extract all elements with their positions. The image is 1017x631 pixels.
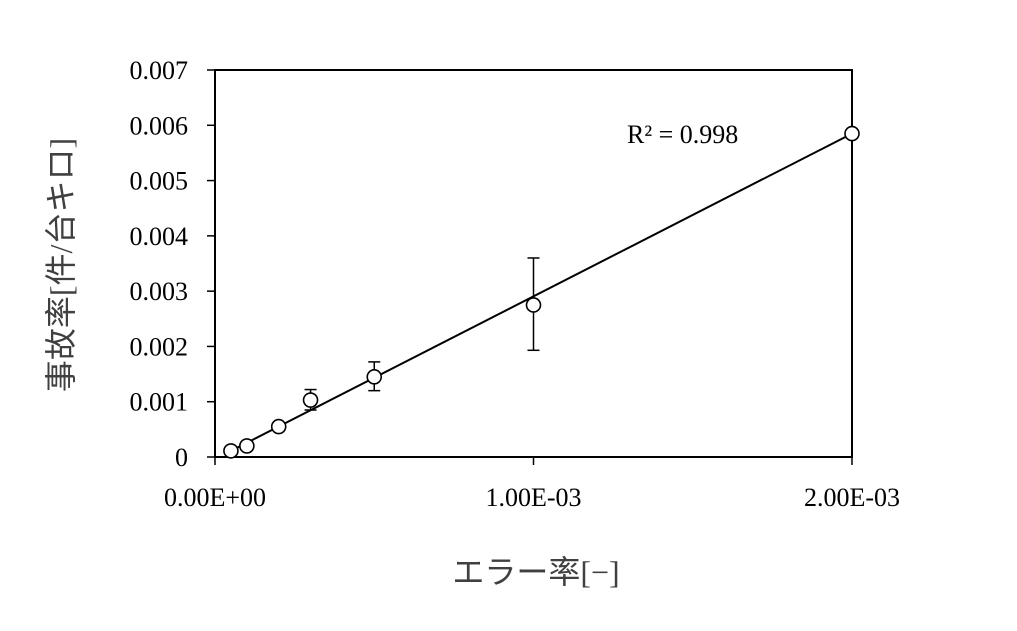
x-tick-label: 1.00E-03: [485, 483, 581, 512]
y-axis-title: 事故率[件/台キロ]: [43, 138, 79, 392]
x-axis-title: エラー率[−]: [452, 554, 619, 590]
data-point: [302, 392, 319, 408]
data-point: [239, 438, 255, 454]
y-tick-label: 0.003: [130, 277, 189, 306]
y-tick-label: 0.006: [130, 111, 189, 140]
trendline-group: [230, 132, 853, 452]
y-tick-label: 0.007: [130, 56, 189, 85]
error-bars: [304, 257, 540, 411]
data-point: [223, 443, 239, 459]
y-tick-label: 0.004: [130, 222, 189, 251]
x-tick-label: 2.00E-03: [804, 483, 900, 512]
x-tick-label: 0.00E+00: [164, 483, 266, 512]
trendline: [230, 132, 853, 452]
r-squared-annotation: R² = 0.998: [627, 120, 738, 149]
y-tick-label: 0.002: [130, 332, 189, 361]
data-points: [223, 125, 860, 459]
y-tick-label: 0.001: [130, 388, 189, 417]
data-point: [270, 418, 287, 435]
x-axis-ticks: 0.00E+00 1.00E-03 2.00E-03: [164, 457, 900, 512]
y-tick-label: 0: [175, 443, 188, 472]
y-axis-ticks: 0 0.001 0.002 0.003 0.004 0.005 0.006 0.007: [130, 56, 215, 472]
y-tick-label: 0.005: [130, 167, 189, 196]
data-point: [525, 297, 542, 313]
data-point: [844, 125, 860, 142]
data-point: [366, 369, 383, 385]
